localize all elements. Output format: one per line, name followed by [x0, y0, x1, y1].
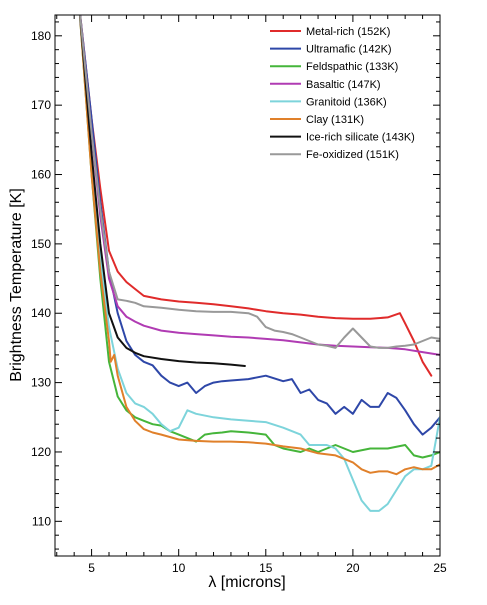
y-tick-label: 160	[31, 168, 51, 182]
series-line-5	[78, 15, 440, 476]
series-line-2	[78, 15, 440, 459]
y-tick-label: 130	[31, 376, 51, 390]
legend-label-3: Basaltic (147K)	[306, 79, 381, 91]
x-tick-label: 20	[346, 561, 360, 575]
legend-label-4: Granitoid (136K)	[306, 96, 387, 108]
legend-label-5: Clay (131K)	[306, 114, 364, 126]
legend-label-1: Ultramafic (142K)	[306, 44, 392, 56]
x-tick-label: 5	[88, 561, 95, 575]
series-line-7	[79, 15, 440, 349]
y-tick-label: 180	[31, 29, 51, 43]
legend-label-6: Ice-rich silicate (143K)	[306, 132, 415, 144]
x-axis-title: λ [microns]	[208, 574, 285, 591]
y-tick-label: 120	[31, 445, 51, 459]
x-tick-label: 15	[259, 561, 273, 575]
legend-label-0: Metal-rich (152K)	[306, 26, 390, 38]
series-line-0	[79, 15, 433, 377]
y-tick-label: 150	[31, 237, 51, 251]
series-layer	[78, 15, 440, 512]
x-tick-label: 25	[433, 561, 447, 575]
legend-label-2: Feldspathic (133K)	[306, 61, 398, 73]
series-line-1	[79, 15, 440, 436]
y-tick-label: 170	[31, 98, 51, 112]
ticks-layer: 5 10 15 20 25 110 120 130 140 150 160 170 180	[31, 15, 447, 575]
x-tick-label: 10	[172, 561, 186, 575]
series-line-4	[78, 15, 440, 512]
y-tick-label: 140	[31, 306, 51, 320]
y-tick-label: 110	[32, 514, 51, 528]
legend-label-7: Fe-oxidized (151K)	[306, 149, 399, 161]
y-axis-title: Brightness Temperature [K]	[8, 188, 25, 382]
series-line-6	[78, 15, 246, 367]
legend: Metal-rich (152K) Ultramafic (142K) Feldsp…	[270, 26, 415, 161]
